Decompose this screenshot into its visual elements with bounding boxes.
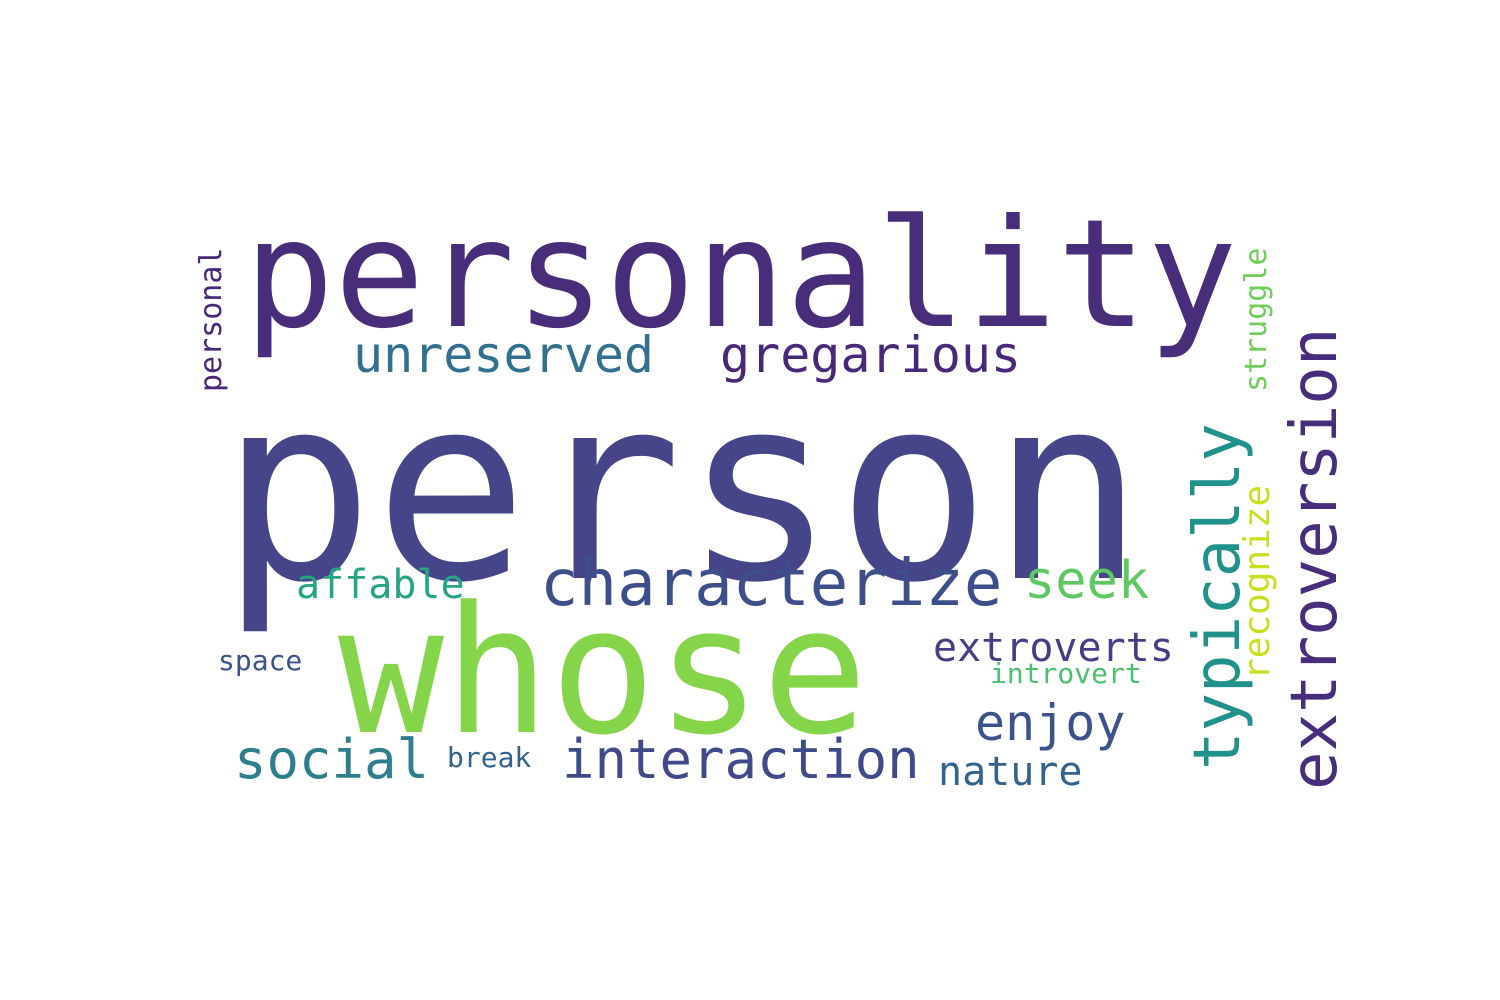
word-social: social [234,728,430,791]
word-whose: whose [338,569,868,774]
word-introvert: introvert [990,657,1142,690]
word-gregarious: gregarious [720,326,1022,384]
word-seek: seek [1024,551,1150,611]
word-break: break [447,741,532,774]
word-space: space [218,644,303,677]
word-personality: personality [244,188,1238,362]
word-characterize: characterize [540,547,1003,621]
word-extroverts: extroverts [933,625,1174,671]
word-enjoy: enjoy [975,694,1126,752]
word-person: person [220,341,1145,639]
word-nature: nature [938,749,1083,795]
word-affable: affable [296,562,465,608]
word-recognize: recognize [1237,484,1278,680]
word-interaction: interaction [562,728,920,791]
word-struggle: struggle [1239,247,1274,393]
word-unreserved: unreserved [353,326,655,384]
word-extroversion: extroversion [1278,327,1352,790]
word-personal: personal [194,247,229,393]
